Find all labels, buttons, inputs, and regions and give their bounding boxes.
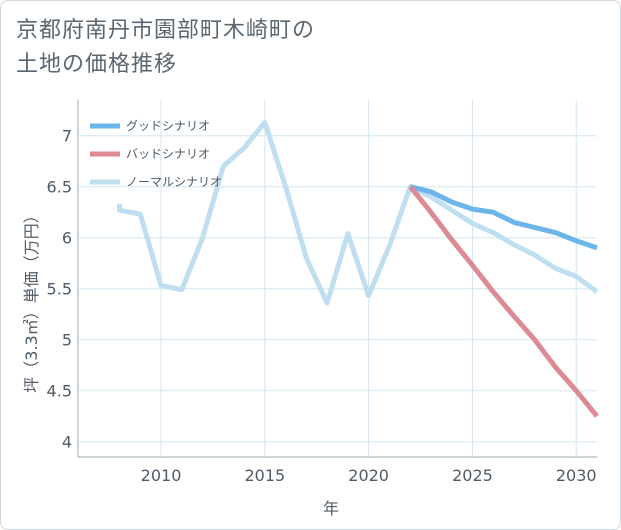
y-tick-label: 6.5 [47,178,72,197]
x-tick-label: 2020 [348,466,389,485]
y-axis-title: 坪（3.3㎡）単価（万円） [22,207,41,392]
x-tick-label: 2010 [141,466,182,485]
series-line-3 [117,119,599,306]
y-tick-label: 4.5 [47,382,72,401]
x-tick-label: 2025 [452,466,493,485]
y-tick-label: 4 [62,433,72,452]
x-tick-label: 2015 [244,466,285,485]
legend-label: ノーマルシナリオ [126,175,222,189]
y-tick-label: 5.5 [47,280,72,299]
title-line-2: 土地の価格推移 [16,52,178,77]
legend-label: グッドシナリオ [126,119,210,133]
y-tick-label: 6 [62,229,72,248]
series-layer [117,119,599,418]
y-tick-label: 5 [62,331,72,350]
x-axis-title: 年 [323,499,339,518]
series-line-1 [409,184,598,251]
tick-labels: 2010 2015 2020 2025 2030 4 4.5 5 5.5 6 6.5 7 [47,127,597,485]
legend-label: バッドシナリオ [126,147,210,161]
chart-title: 京都府南丹市園部町木崎町の 土地の価格推移 [16,14,315,82]
x-tick-label: 2030 [556,466,597,485]
title-line-1: 京都府南丹市園部町木崎町の [16,18,316,43]
series-line-2 [408,185,599,418]
y-tick-label: 7 [62,127,72,146]
